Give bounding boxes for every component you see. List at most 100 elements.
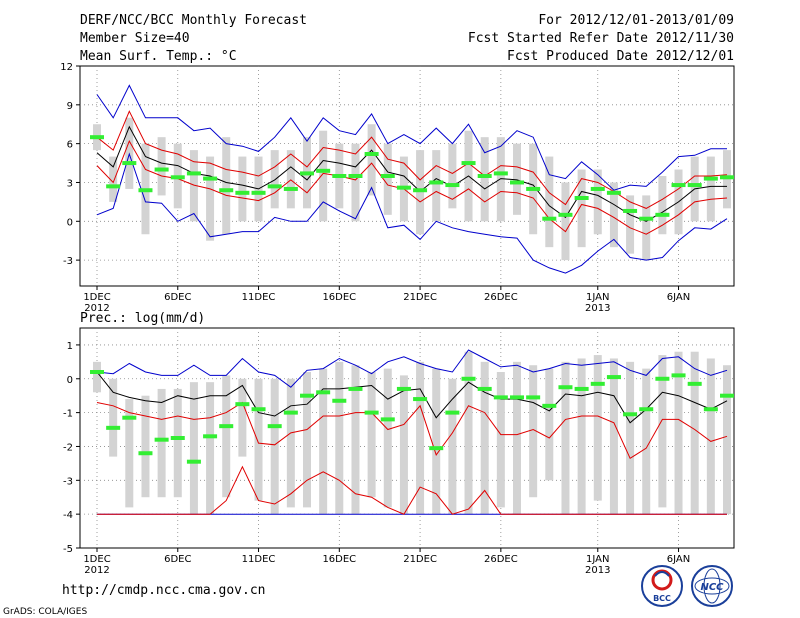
box-day-1 <box>93 361 101 393</box>
median-marker-day-28 <box>526 395 541 400</box>
box-day-10 <box>238 378 247 457</box>
median-marker-day-29 <box>542 403 557 408</box>
bcc-logo: BCC <box>641 565 683 607</box>
median-marker-day-17 <box>348 386 363 391</box>
box-day-12 <box>270 150 279 209</box>
x-tick-label: 6DEC <box>164 292 191 303</box>
box-day-29 <box>545 368 554 481</box>
median-marker-day-4 <box>138 451 153 456</box>
box-day-22 <box>432 368 441 515</box>
median-marker-day-40 <box>720 175 734 180</box>
median-marker-day-5 <box>154 437 169 442</box>
y-tick-label: 1 <box>67 341 73 352</box>
box-day-17 <box>351 365 360 515</box>
median-marker-day-13 <box>283 410 298 415</box>
median-marker-day-22 <box>429 446 444 451</box>
box-day-4 <box>141 395 150 498</box>
box-day-25 <box>480 137 489 222</box>
median-marker-day-25 <box>477 386 492 391</box>
median-marker-day-3 <box>122 161 137 166</box>
box-day-28 <box>529 365 538 498</box>
box-day-7 <box>189 382 198 515</box>
box-day-11 <box>254 378 263 501</box>
median-marker-day-26 <box>493 171 508 176</box>
box-day-27 <box>513 361 521 515</box>
median-marker-day-15 <box>316 168 331 173</box>
median-marker-day-13 <box>283 186 298 191</box>
percentile-low-line <box>97 465 727 515</box>
median-marker-day-35 <box>639 216 654 221</box>
percentile-high-line <box>96 401 728 460</box>
median-marker-day-17 <box>348 174 363 178</box>
box-day-5 <box>157 388 166 498</box>
median-marker-day-25 <box>477 174 492 178</box>
box-day-31 <box>577 358 586 515</box>
box-day-36 <box>658 355 667 508</box>
footer-url[interactable]: http://cmdp.ncc.cma.gov.cn <box>62 583 266 598</box>
precip-title: Prec.: log(mm/d) <box>80 311 205 326</box>
box-day-13 <box>286 378 295 508</box>
box-day-19 <box>383 143 392 215</box>
box-day-2 <box>109 156 118 202</box>
box-day-23 <box>448 378 457 515</box>
median-marker-day-11 <box>251 407 266 412</box>
median-marker-day-39 <box>703 407 718 412</box>
grads-credit: GrADS: COLA/IGES <box>3 607 87 617</box>
ncc-logo-text: NCC <box>700 582 724 593</box>
box-day-15 <box>319 368 328 515</box>
y-tick-label: -3 <box>63 476 73 487</box>
box-day-21 <box>416 361 425 515</box>
box-day-18 <box>367 124 376 196</box>
y-tick-label: -5 <box>63 544 73 555</box>
median-marker-day-16 <box>332 398 347 403</box>
y-tick-label: -4 <box>63 510 73 521</box>
median-marker-day-8 <box>203 176 218 181</box>
median-marker-day-10 <box>235 402 250 407</box>
y-tick-label: -3 <box>63 256 73 267</box>
median-marker-day-9 <box>219 424 234 429</box>
box-day-37 <box>674 351 683 515</box>
median-marker-day-33 <box>606 375 621 380</box>
x-tick-label: 6JAN <box>667 292 690 303</box>
y-tick-label: 9 <box>67 101 73 112</box>
box-day-39 <box>706 156 715 222</box>
box-day-38 <box>690 351 699 515</box>
x-tick-label: 1JAN <box>586 292 609 303</box>
box-day-30 <box>561 182 570 261</box>
y-tick-label: 0 <box>67 375 73 386</box>
box-day-23 <box>448 143 457 209</box>
box-day-39 <box>706 358 715 515</box>
box-day-32 <box>593 355 602 501</box>
box-day-19 <box>383 368 392 508</box>
median-marker-day-32 <box>590 381 605 386</box>
box-day-33 <box>609 358 618 515</box>
figure-title: DERF/NCC/BCC Monthly Forecast <box>80 13 307 28</box>
median-marker-day-4 <box>138 188 153 193</box>
median-marker-day-7 <box>186 171 201 176</box>
x-tick-label: 1JAN <box>586 554 609 565</box>
median-marker-day-28 <box>526 186 541 191</box>
refer-date: Fcst Started Refer Date 2012/11/30 <box>468 31 734 46</box>
median-marker-day-18 <box>364 410 379 415</box>
forecast-period: For 2012/12/01-2013/01/09 <box>538 13 734 28</box>
box-day-5 <box>157 137 166 196</box>
y-tick-label: -1 <box>63 409 73 420</box>
median-marker-day-21 <box>413 188 428 193</box>
median-marker-day-2 <box>106 425 121 430</box>
median-marker-day-29 <box>542 216 557 221</box>
median-marker-day-7 <box>186 459 201 464</box>
x-tick-label: 26DEC <box>484 554 518 565</box>
x-tick-label: 1DEC <box>83 554 110 565</box>
percentile-low-line <box>96 139 728 235</box>
x-tick-label: 6JAN <box>667 554 690 565</box>
median-marker-day-32 <box>590 186 605 191</box>
y-tick-label: 12 <box>60 62 73 73</box>
median-marker-day-20 <box>396 185 411 190</box>
ncc-logo: NCC <box>691 565 733 607</box>
extreme-high-line <box>96 84 727 191</box>
box-day-17 <box>351 143 360 222</box>
median-marker-day-16 <box>332 174 347 178</box>
median-marker-day-27 <box>510 395 524 400</box>
median-marker-day-31 <box>574 196 589 200</box>
